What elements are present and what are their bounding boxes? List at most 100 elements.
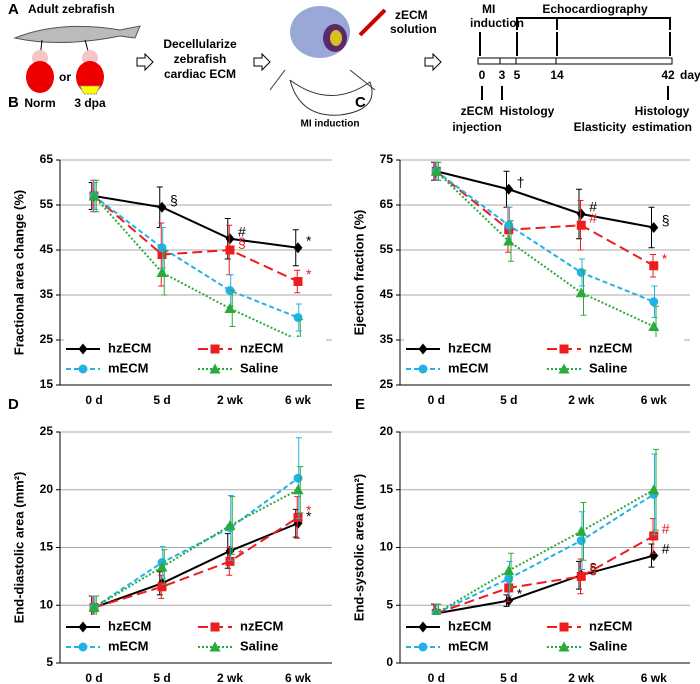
y-tick-label: 55 <box>40 197 54 211</box>
series-line <box>93 488 299 609</box>
marker <box>210 622 220 632</box>
significance-mark: * <box>306 266 312 282</box>
label: 0 <box>479 68 486 82</box>
marker <box>558 363 570 374</box>
heart-icon <box>76 61 104 93</box>
marker <box>78 364 88 374</box>
label: MI <box>482 2 495 16</box>
chart: E 0 5 10 15 20 End-systolic area (mm²) 0 d 5 d 2 … <box>351 396 690 684</box>
label: 5 <box>514 68 521 82</box>
significance-mark: § <box>238 235 246 251</box>
series-line <box>435 488 655 615</box>
y-tick-label: 15 <box>40 377 54 391</box>
arrow <box>136 52 154 72</box>
marker <box>504 574 514 584</box>
y-axis-label: Fractional area change (%) <box>11 190 26 355</box>
marker <box>575 525 587 536</box>
legend-label: Saline <box>589 360 627 375</box>
label: Echocardiography <box>542 2 648 16</box>
y-tick-label: 65 <box>40 152 54 166</box>
x-tick-label: 2 wk <box>217 671 243 684</box>
y-tick-label: 10 <box>380 540 394 554</box>
marker <box>225 556 235 566</box>
marker <box>209 641 221 652</box>
marker <box>156 561 168 572</box>
y-tick-label: 35 <box>380 332 394 346</box>
y-tick-label: 35 <box>40 287 54 301</box>
marker <box>576 268 586 277</box>
marker <box>558 641 570 652</box>
marker <box>418 621 428 633</box>
series-line <box>93 195 299 319</box>
marker <box>418 642 428 652</box>
marker <box>503 235 515 246</box>
heart-icon <box>26 61 54 93</box>
legend-label: mECM <box>108 638 148 653</box>
mouse-icon <box>269 69 376 116</box>
significance-mark: § <box>662 212 670 228</box>
label: Norm <box>24 96 55 110</box>
marker <box>649 550 659 562</box>
marker <box>504 595 514 607</box>
chart: C 25 35 45 55 65 75 Ejection fraction (%) 0 d 5 d… <box>351 94 690 407</box>
significance-mark: § <box>589 561 597 577</box>
marker <box>576 220 586 230</box>
label: zECM <box>395 8 428 22</box>
label: Elasticity <box>574 120 627 134</box>
x-tick-label: 5 d <box>153 671 170 684</box>
label: 3 <box>499 68 506 82</box>
marker <box>293 473 303 483</box>
marker <box>156 267 168 277</box>
marker <box>78 621 88 633</box>
series-line <box>435 493 655 615</box>
label: Histology <box>500 104 555 118</box>
arrow <box>253 52 271 72</box>
y-tick-label: 25 <box>380 377 394 391</box>
significance-mark: * <box>517 585 523 601</box>
x-tick-label: 6 wk <box>641 671 667 684</box>
significance-mark: * <box>306 232 312 248</box>
marker <box>649 531 659 541</box>
label: solution <box>390 22 437 36</box>
marker <box>418 364 428 374</box>
significance-mark: # <box>662 540 670 556</box>
y-tick-label: 10 <box>40 597 54 611</box>
marker <box>293 512 303 522</box>
legend-label: nzECM <box>240 340 283 355</box>
series-line <box>436 170 654 229</box>
y-tick-label: 20 <box>40 482 54 496</box>
y-tick-label: 15 <box>40 540 54 554</box>
marker <box>648 484 660 495</box>
significance-mark: * <box>662 250 668 266</box>
y-tick-label: 45 <box>40 242 54 256</box>
marker <box>293 277 303 286</box>
marker <box>418 343 428 355</box>
label: 14 <box>550 68 564 82</box>
panel-label: B <box>8 94 19 111</box>
injury-icon <box>79 85 101 95</box>
marker <box>224 303 236 313</box>
marker <box>293 242 303 254</box>
x-tick-label: 0 d <box>85 393 102 407</box>
marker <box>157 243 167 253</box>
significance-mark: # <box>238 223 246 239</box>
marker <box>648 321 660 331</box>
y-tick-label: 75 <box>380 152 394 166</box>
label: zECM <box>461 104 494 118</box>
timeline-tick <box>499 58 557 64</box>
significance-mark: § <box>589 560 597 576</box>
y-axis-label: End-systolic area (mm²) <box>351 474 366 621</box>
series-line <box>435 170 655 303</box>
arrow <box>424 52 442 72</box>
panel-label: D <box>8 396 19 413</box>
legend-bg <box>64 615 326 655</box>
panel-a: A Adult zebrafish or Norm 3 dpa Decellul… <box>8 1 700 134</box>
label: cardiac ECM <box>164 67 236 81</box>
x-tick-label: 0 d <box>428 393 445 407</box>
marker <box>225 245 235 255</box>
legend-label: hzECM <box>448 340 491 355</box>
marker <box>225 233 235 245</box>
chart: D 5 10 15 20 25 End-diastolic area (mm²) 0 d 5 d… <box>8 396 332 684</box>
marker <box>210 344 220 354</box>
marker <box>576 208 586 220</box>
